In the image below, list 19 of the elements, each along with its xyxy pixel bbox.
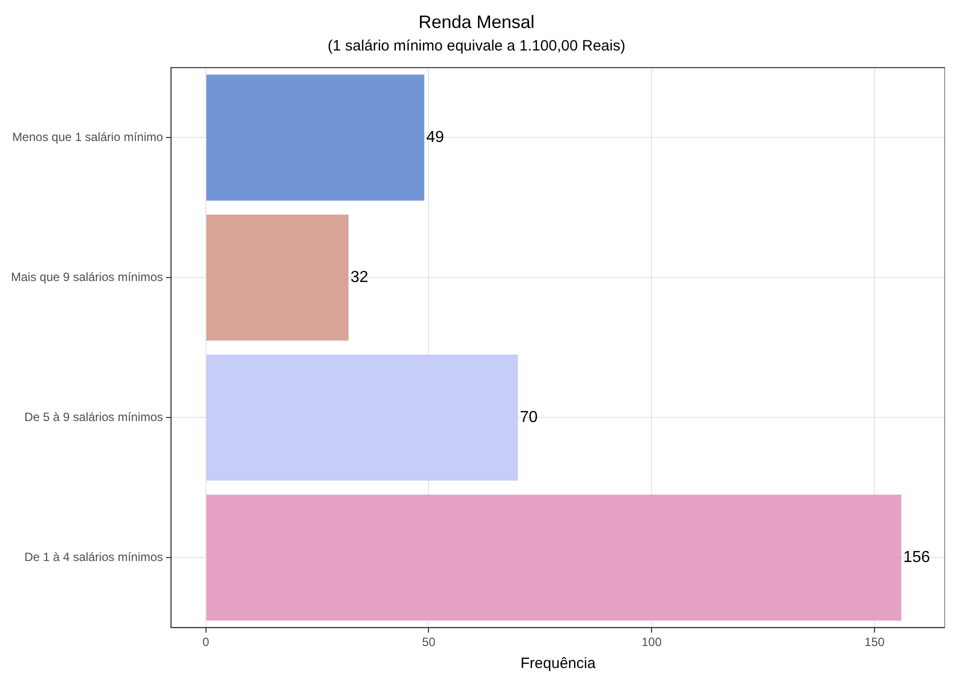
bar (206, 354, 518, 481)
data-label: 70 (520, 409, 538, 426)
chart-subtitle: (1 salário mínimo equivale a 1.100,00 Reais) (328, 38, 626, 55)
data-label: 49 (426, 129, 444, 146)
y-tick-label: De 1 à 4 salários mínimos (24, 550, 164, 564)
y-tick-label: De 5 à 9 salários mínimos (24, 410, 164, 424)
y-tick-label: Mais que 9 salários mínimos (10, 270, 164, 284)
bar (206, 494, 902, 621)
chart-title: Renda Mensal (418, 12, 535, 32)
x-tick-label: 0 (202, 635, 210, 650)
bar (206, 214, 348, 341)
data-label: 156 (903, 549, 930, 566)
x-tick-label: 100 (642, 635, 662, 650)
y-tick-label: Menos que 1 salário mínimo (12, 130, 164, 144)
bar (206, 74, 424, 201)
x-tick-label: 50 (422, 635, 436, 650)
x-tick-label: 150 (864, 635, 885, 650)
data-label: 32 (350, 269, 368, 286)
x-axis-title: Frequência (520, 655, 596, 672)
